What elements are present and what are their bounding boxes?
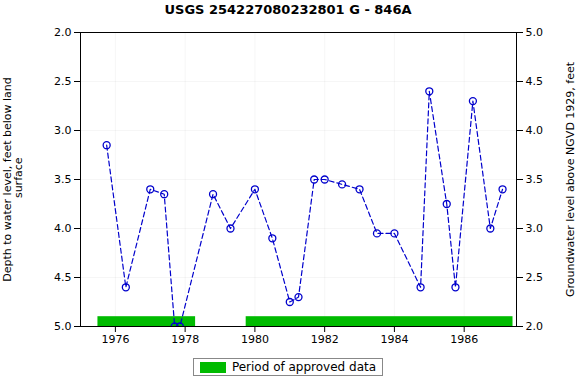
svg-text:Groundwater level above NGVD 1: Groundwater level above NGVD 1929, feet (564, 61, 576, 297)
html-text:Period of approved data: Period of approved data (231, 360, 377, 374)
svg-text:5.0: 5.0 (54, 320, 72, 333)
svg-text:3.0: 3.0 (526, 222, 544, 235)
svg-text:4.0: 4.0 (526, 124, 544, 137)
svg-text:4.5: 4.5 (54, 271, 72, 284)
svg-text:3.5: 3.5 (526, 173, 544, 186)
svg-text:3.0: 3.0 (54, 124, 72, 137)
html-text:USGS 254227080232801 G - 846A: USGS 254227080232801 G - 846A (164, 2, 412, 17)
svg-text:3.5: 3.5 (54, 173, 72, 186)
svg-text:2.5: 2.5 (54, 75, 72, 88)
svg-text:4.5: 4.5 (526, 75, 544, 88)
svg-text:1984: 1984 (380, 333, 408, 346)
svg-text:2.0: 2.0 (526, 320, 544, 333)
svg-text:2.0: 2.0 (54, 26, 72, 39)
svg-text:2.5: 2.5 (526, 271, 544, 284)
svg-text:Depth to water level, feet bel: Depth to water level, feet below land su… (1, 77, 25, 282)
svg-text:1986: 1986 (450, 333, 478, 346)
svg-text:5.0: 5.0 (526, 26, 544, 39)
svg-text:4.0: 4.0 (54, 222, 72, 235)
svg-text:1976: 1976 (101, 333, 129, 346)
svg-text:1982: 1982 (311, 333, 339, 346)
svg-text:1978: 1978 (171, 333, 199, 346)
svg-text:1980: 1980 (241, 333, 269, 346)
